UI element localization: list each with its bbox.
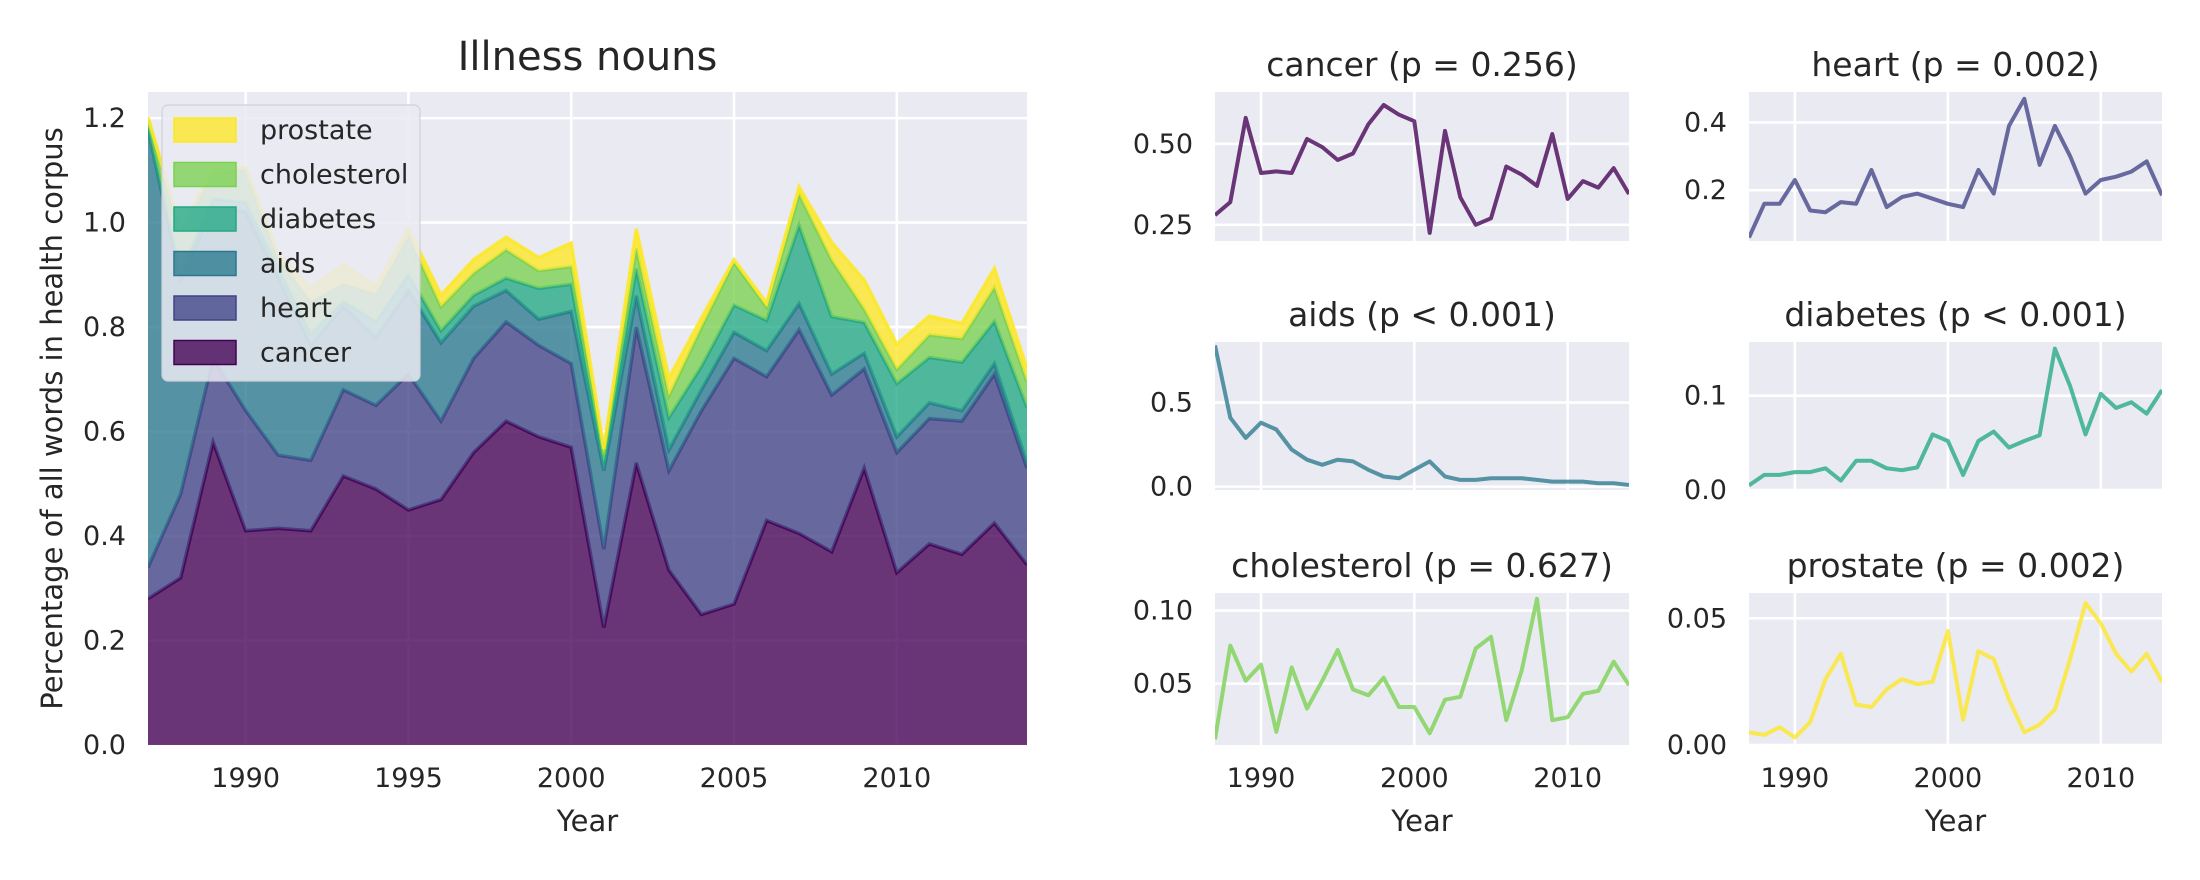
y-tick-label: 0.8 — [83, 312, 126, 343]
x-tick-label: 2005 — [700, 763, 769, 794]
legend-label-cancer: cancer — [260, 338, 352, 369]
x-tick-label: 1990 — [1227, 763, 1296, 794]
y-tick-label: 0.4 — [83, 521, 126, 552]
y-tick-label: 0.6 — [83, 417, 126, 448]
small-multiples: 0.25 0.50 cancer (p = 0.256) 0.2 0.4 heart (p… — [1133, 45, 2162, 838]
y-tick-label: 0.0 — [1150, 472, 1193, 503]
x-tick-label: 2010 — [862, 763, 931, 794]
legend-label-cholesterol: cholesterol — [260, 160, 408, 191]
x-axis-label: Year — [556, 804, 618, 838]
legend-swatch-cholesterol — [174, 163, 236, 187]
legend-swatch-prostate — [174, 118, 236, 142]
x-tick-label: 1990 — [211, 763, 280, 794]
y-tick-label: 0.2 — [1684, 175, 1727, 206]
y-tick-label: 0.10 — [1133, 596, 1193, 627]
legend-swatch-diabetes — [174, 207, 236, 231]
x-tick-label: 1995 — [374, 763, 443, 794]
legend-swatch-heart — [174, 296, 236, 320]
y-tick-label: 1.0 — [83, 208, 126, 239]
x-tick-label: 1990 — [1761, 763, 1830, 794]
x-tick-label: 2000 — [1380, 763, 1449, 794]
y-tick-label: 0.1 — [1684, 381, 1727, 412]
small-chart-prostate: 0.00 0.05 prostate (p = 0.002) 1990 2000 2010… — [1667, 546, 2162, 838]
small-chart-title: aids (p < 0.001) — [1288, 295, 1556, 334]
y-axis-label: Percentage of all words in health corpus — [35, 127, 69, 709]
y-tick-label: 0.05 — [1133, 669, 1193, 700]
y-tick-label: 0.05 — [1667, 603, 1727, 634]
y-tick-label: 0.5 — [1150, 388, 1193, 419]
legend-swatch-cancer — [174, 341, 236, 365]
small-chart-title: diabetes (p < 0.001) — [1784, 295, 2126, 334]
small-chart-title: prostate (p = 0.002) — [1787, 546, 2125, 585]
small-chart-title: heart (p = 0.002) — [1811, 45, 2099, 84]
x-tick-label: 2010 — [1533, 763, 1602, 794]
main-stacked-area-chart: 1990 1995 2000 2005 2010 0.0 0.2 0.4 0.6 0.8 1.0 1.… — [35, 34, 1027, 838]
y-tick-label: 0.50 — [1133, 129, 1193, 160]
x-tick-label: 2000 — [1913, 763, 1982, 794]
x-axis-label: Year — [1924, 804, 1986, 838]
x-axis-label: Year — [1390, 804, 1452, 838]
small-chart-diabetes: 0.0 0.1 diabetes (p < 0.001) — [1684, 295, 2162, 506]
small-chart-aids: 0.0 0.5 aids (p < 0.001) — [1150, 295, 1629, 503]
legend-label-diabetes: diabetes — [260, 204, 376, 235]
small-chart-title: cholesterol (p = 0.627) — [1231, 546, 1613, 585]
y-tick-label: 0.4 — [1684, 107, 1727, 138]
y-tick-label: 0.00 — [1667, 730, 1727, 761]
small-chart-cholesterol: 0.05 0.10 cholesterol (p = 0.627) 1990 2000 2… — [1133, 546, 1629, 838]
main-chart-title: Illness nouns — [458, 34, 718, 80]
y-tick-label: 1.2 — [83, 103, 126, 134]
small-chart-heart: 0.2 0.4 heart (p = 0.002) — [1684, 45, 2162, 241]
y-tick-label: 0.2 — [83, 626, 126, 657]
y-tick-label: 0.0 — [1684, 475, 1727, 506]
small-chart-cancer: 0.25 0.50 cancer (p = 0.256) — [1133, 45, 1629, 241]
legend-label-prostate: prostate — [260, 115, 373, 146]
legend-label-aids: aids — [260, 249, 315, 280]
legend-swatch-aids — [174, 252, 236, 276]
small-chart-title: cancer (p = 0.256) — [1266, 45, 1578, 84]
legend-label-heart: heart — [260, 293, 332, 324]
y-tick-label: 0.0 — [83, 730, 126, 761]
legend: prostate cholesterol diabetes aids heart canc… — [162, 105, 420, 381]
y-tick-label: 0.25 — [1133, 210, 1193, 241]
x-tick-label: 2010 — [2066, 763, 2135, 794]
x-tick-label: 2000 — [537, 763, 606, 794]
